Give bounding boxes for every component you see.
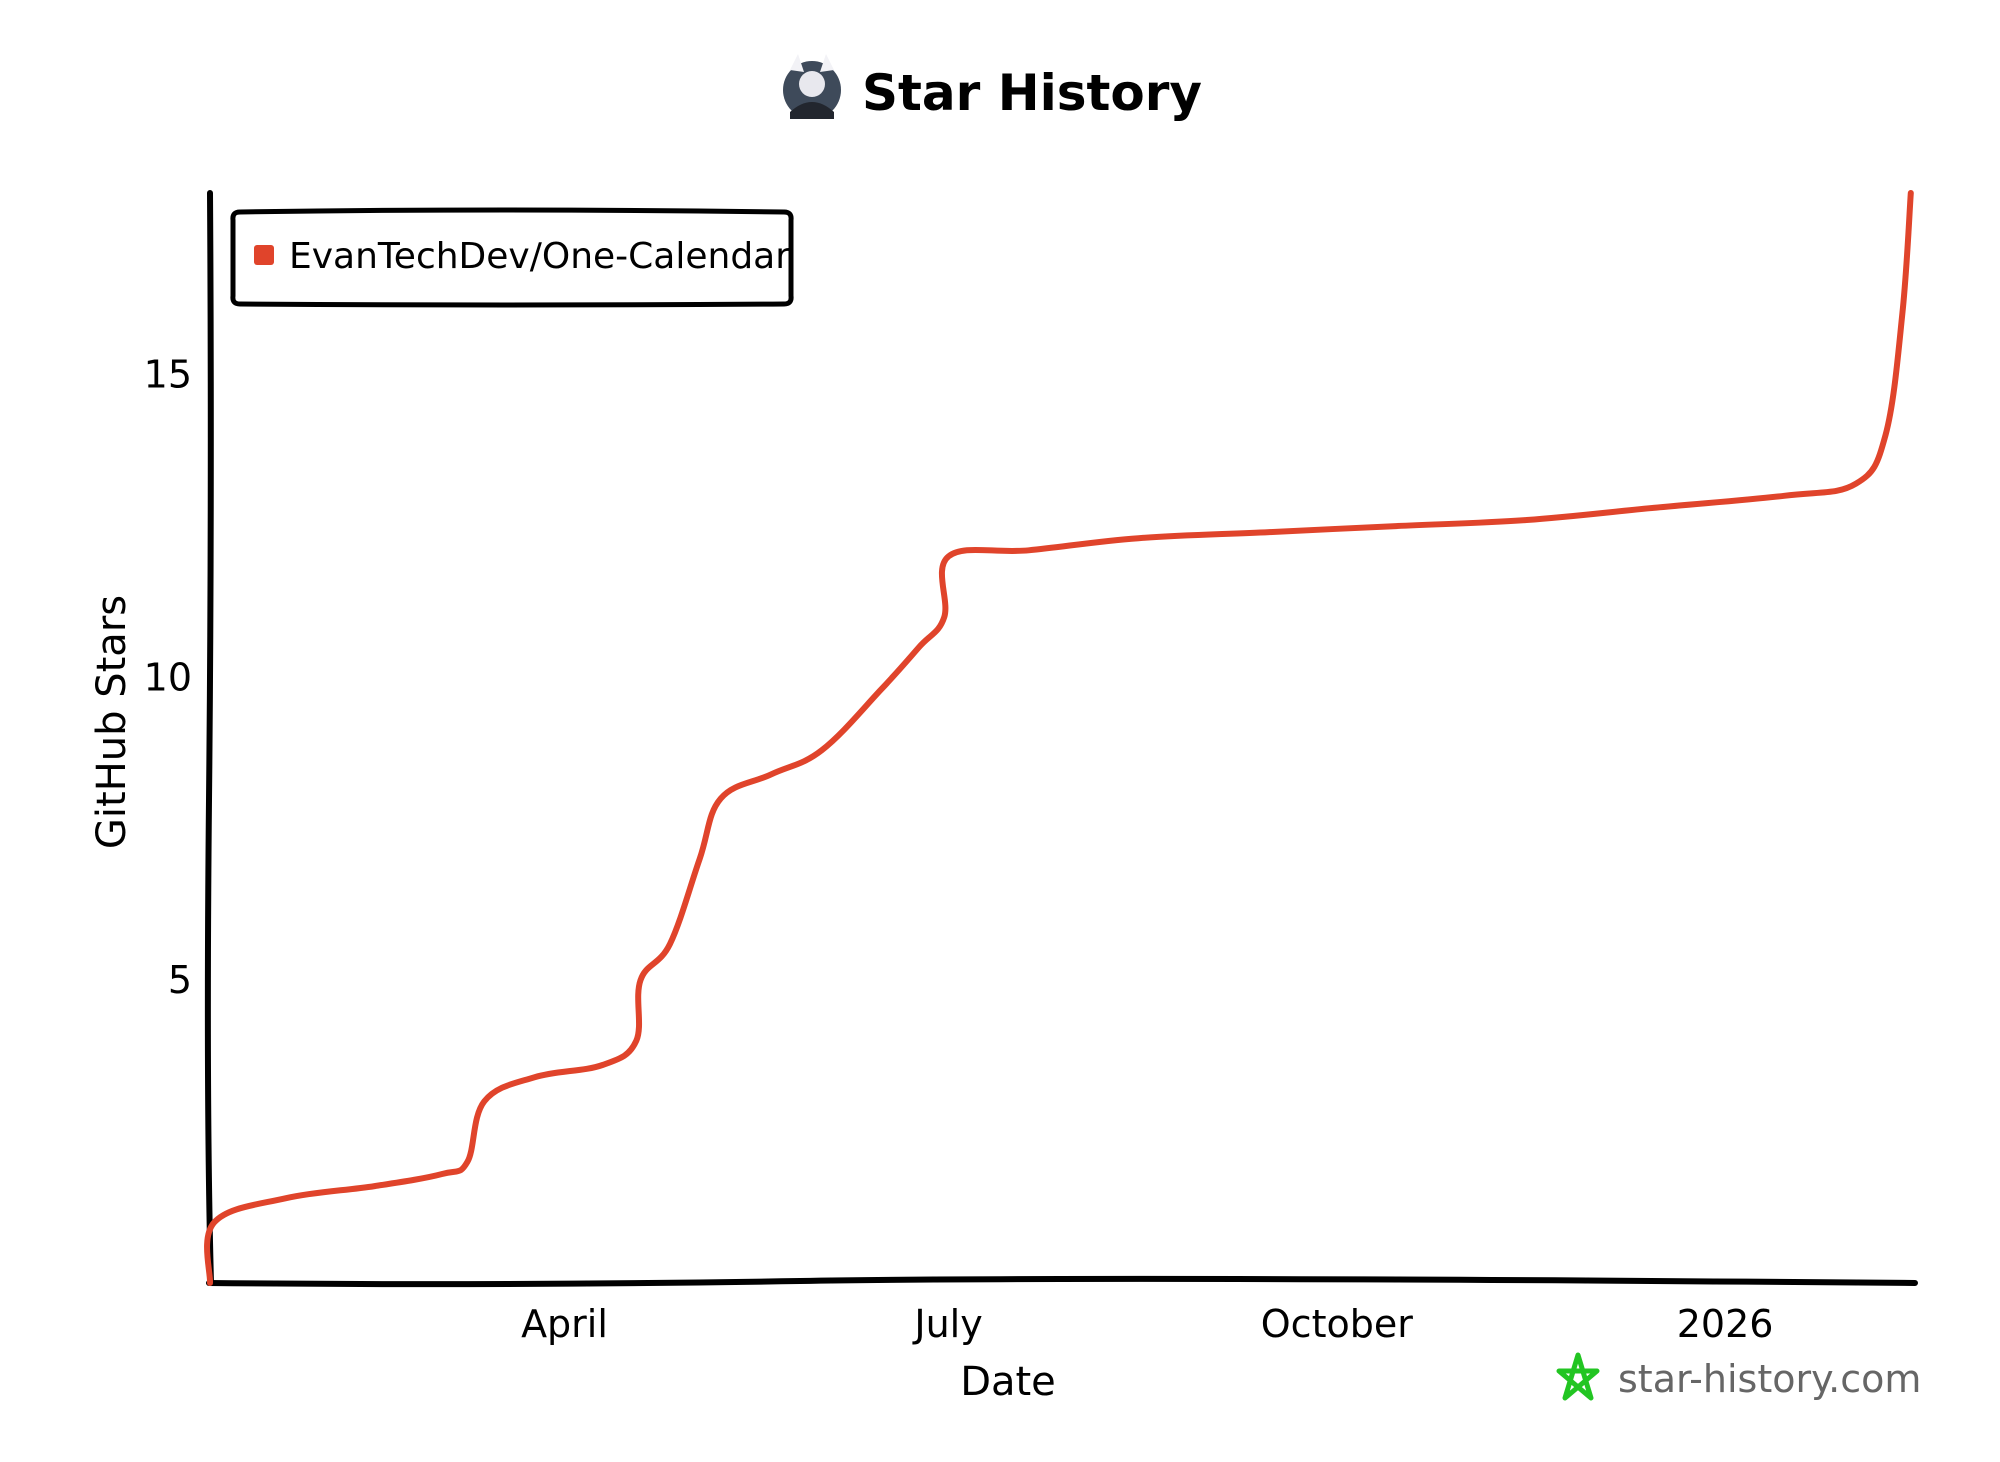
chart-title: Star History xyxy=(862,64,1202,122)
avatar xyxy=(783,54,841,119)
y-tick-label: 15 xyxy=(144,353,192,397)
legend: EvanTechDev/One-Calendar xyxy=(230,207,794,308)
x-tick-label: July xyxy=(912,1302,982,1346)
y-tick-label: 5 xyxy=(168,958,192,1002)
star-icon xyxy=(1556,1352,1600,1401)
legend-box xyxy=(230,207,794,308)
watermark[interactable]: star-history.com xyxy=(1556,1352,1921,1401)
x-axis-line xyxy=(206,1275,1918,1288)
x-axis-label: Date xyxy=(960,1359,1056,1405)
chart-title-group: Star History xyxy=(783,54,1202,122)
y-tick-labels: 5 10 15 xyxy=(144,353,192,1003)
x-tick-label: October xyxy=(1261,1302,1413,1346)
watermark-text[interactable]: star-history.com xyxy=(1618,1357,1921,1401)
legend-swatch xyxy=(254,245,274,265)
x-tick-labels: April July October 2026 xyxy=(521,1302,1773,1346)
axes xyxy=(204,190,1918,1288)
y-axis-line xyxy=(204,190,214,1286)
x-tick-label: 2026 xyxy=(1677,1302,1774,1346)
y-axis-label: GitHub Stars xyxy=(89,595,135,849)
x-tick-label: April xyxy=(521,1302,608,1346)
series-line xyxy=(204,190,1914,1286)
series-layer xyxy=(204,190,1914,1286)
legend-entry-label: EvanTechDev/One-Calendar xyxy=(289,236,790,277)
y-tick-label: 10 xyxy=(144,655,192,699)
